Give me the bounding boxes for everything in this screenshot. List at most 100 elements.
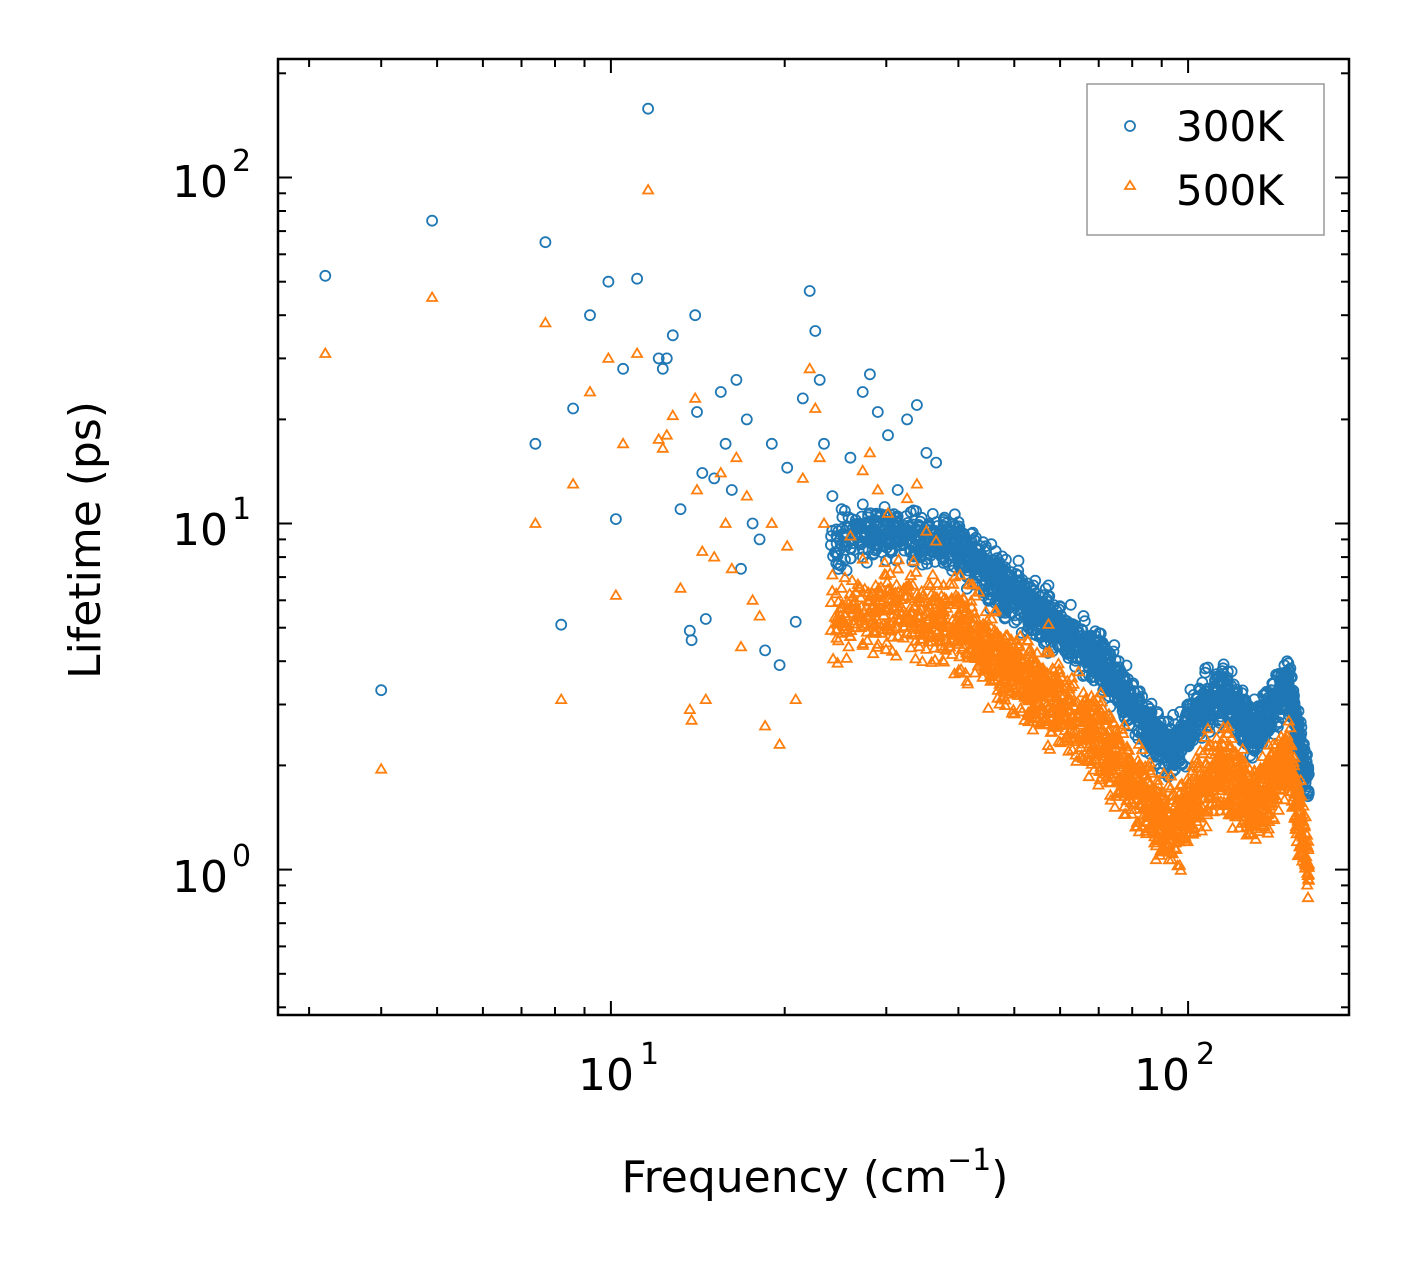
dense-point-300K: [1293, 732, 1305, 744]
data-point-500K: [641, 183, 655, 195]
dense-point-500K: [968, 589, 982, 601]
dense-point-500K: [1100, 769, 1114, 781]
dense-point-500K: [1283, 780, 1297, 792]
dense-point-300K: [1242, 727, 1255, 740]
dense-point-500K: [934, 635, 948, 647]
y-tick-label-exp: 2: [232, 144, 251, 179]
dense-point-300K: [1255, 721, 1268, 734]
dense-point-500K: [1272, 733, 1286, 745]
dense-point-300K: [1106, 669, 1119, 681]
data-point-500K: [740, 489, 754, 501]
data-point-500K: [734, 640, 748, 652]
dense-point-500K: [988, 605, 1002, 617]
data-point-300K: [864, 368, 876, 381]
dense-point-500K: [1250, 804, 1264, 817]
dense-point-500K: [1290, 773, 1304, 785]
dense-point-500K: [872, 585, 886, 597]
dense-point-500K: [1202, 791, 1216, 804]
dense-point-300K: [1060, 615, 1073, 627]
dense-point-300K: [1012, 554, 1025, 567]
dense-point-500K: [1222, 795, 1236, 807]
dense-point-500K: [979, 604, 993, 617]
dense-point-500K: [985, 667, 999, 680]
dense-point-500K: [960, 674, 974, 686]
dense-point-500K: [1130, 766, 1144, 778]
dense-point-500K: [1054, 670, 1068, 682]
dense-point-500K: [854, 620, 868, 632]
data-point-500K: [690, 483, 704, 495]
dense-point-300K: [1248, 727, 1261, 739]
dense-point-500K: [1186, 759, 1200, 771]
dense-point-500K: [878, 555, 892, 568]
dense-point-300K: [1115, 693, 1128, 705]
x-axis-label: Frequency (cm−1): [622, 1143, 1009, 1203]
dense-point-300K: [872, 530, 885, 542]
dense-point-300K: [1202, 691, 1215, 703]
dense-point-500K: [867, 626, 881, 638]
dense-point-500K: [936, 604, 950, 616]
data-point-500K: [683, 702, 697, 714]
dense-point-500K: [1061, 691, 1076, 703]
dense-point-300K: [935, 550, 948, 563]
dense-point-500K: [993, 697, 1007, 709]
dense-point-500K: [1032, 659, 1046, 672]
dense-point-500K: [1278, 752, 1292, 764]
dense-point-500K: [1216, 771, 1230, 783]
dense-point-500K: [1243, 762, 1257, 774]
dense-point-500K: [993, 658, 1007, 670]
dense-point-500K: [1269, 764, 1283, 776]
dense-point-500K: [1114, 775, 1128, 787]
dense-point-500K: [1173, 805, 1187, 817]
dense-point-500K: [1246, 776, 1260, 788]
data-point-300K: [740, 413, 753, 426]
dense-point-300K: [977, 558, 990, 571]
data-point-500K: [554, 692, 568, 704]
dense-point-500K: [945, 647, 959, 659]
dense-point-500K: [1219, 765, 1233, 777]
dense-point-500K: [1132, 737, 1146, 749]
data-point-500K: [601, 351, 615, 363]
dense-point-500K: [1173, 858, 1187, 870]
dense-point-500K: [962, 577, 976, 589]
x-tick-label-10: 10 1: [578, 1037, 659, 1101]
dense-point-500K: [906, 554, 921, 566]
dense-point-500K: [896, 631, 911, 643]
dense-point-300K: [1184, 683, 1197, 696]
dense-point-300K: [1222, 698, 1235, 711]
dense-point-500K: [1294, 840, 1308, 852]
dense-point-500K: [1021, 714, 1036, 727]
dense-point-500K: [1256, 749, 1270, 761]
data-point-500K: [695, 544, 709, 556]
dense-point-300K: [1225, 690, 1238, 703]
data-point-500K: [374, 762, 388, 774]
dense-point-500K: [913, 610, 927, 622]
dense-point-500K: [1094, 723, 1108, 736]
dense-point-300K: [943, 559, 955, 572]
dense-point-500K: [953, 607, 967, 619]
dense-point-500K: [1201, 739, 1215, 751]
dense-point-300K: [1190, 714, 1203, 726]
data-point-300K: [685, 634, 698, 647]
dense-point-500K: [1287, 790, 1301, 802]
dense-point-500K: [1143, 776, 1157, 788]
dense-point-300K: [970, 555, 983, 568]
dense-point-300K: [974, 568, 986, 581]
dense-point-500K: [951, 595, 965, 607]
dense-point-500K: [1178, 785, 1192, 797]
dense-point-500K: [988, 632, 1002, 644]
dense-point-500K: [1292, 787, 1306, 799]
dense-point-500K: [1209, 781, 1223, 793]
dense-point-500K: [880, 636, 894, 648]
dense-point-500K: [1171, 822, 1185, 834]
dense-point-500K: [1100, 711, 1114, 723]
dense-point-500K: [1266, 769, 1280, 782]
dense-point-300K: [995, 606, 1008, 619]
dense-point-500K: [946, 613, 960, 625]
dense-point-500K: [913, 592, 927, 604]
dense-point-500K: [840, 651, 854, 663]
data-point-500K: [835, 581, 849, 593]
dense-point-500K: [1119, 777, 1133, 789]
dense-point-500K: [1289, 819, 1303, 831]
dense-point-500K: [1292, 793, 1306, 806]
dense-point-500K: [943, 577, 957, 589]
